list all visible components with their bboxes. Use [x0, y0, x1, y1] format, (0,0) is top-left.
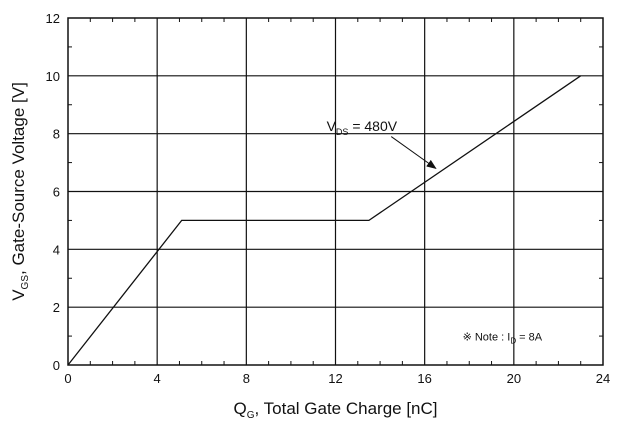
note-label: ※ Note : ID = 8A — [463, 331, 543, 345]
vds-annotation-label: VDS = 480V — [327, 118, 398, 137]
note-symbol: ※ — [463, 331, 472, 343]
y-tick-labels: 0 2 4 6 8 10 12 — [46, 11, 60, 373]
y-tick-label: 2 — [53, 300, 60, 315]
x-axis-label-rest: , Total Gate Charge [nC] — [255, 399, 438, 418]
y-tick-label: 4 — [53, 242, 60, 257]
gate-charge-curve — [67, 75, 582, 366]
x-tick-label: 20 — [507, 371, 521, 386]
y-tick-label: 8 — [53, 127, 60, 142]
x-tick-label: 4 — [154, 371, 161, 386]
x-tick-label: 24 — [596, 371, 610, 386]
y-axis-label-sub: GS — [20, 275, 31, 290]
y-axis-label-rest: , Gate-Source Voltage [V] — [9, 82, 28, 275]
note-sub: D — [510, 336, 516, 345]
x-tick-label: 12 — [328, 371, 342, 386]
grid-lines — [68, 18, 603, 365]
x-axis-label-main: Q — [233, 399, 246, 418]
x-tick-label: 16 — [417, 371, 431, 386]
vds-annotation-sub: DS — [336, 127, 349, 137]
vds-annotation-main: V — [327, 118, 337, 134]
vds-annotation-arrow — [390, 136, 437, 169]
y-axis-label: VGS, Gate-Source Voltage [V] — [9, 82, 31, 301]
vds-annotation-rest: = 480V — [348, 118, 397, 134]
x-tick-label: 8 — [243, 371, 250, 386]
y-tick-label: 6 — [53, 185, 60, 200]
series-layer — [67, 75, 582, 366]
y-tick-label: 12 — [46, 11, 60, 26]
plot-frame — [67, 17, 604, 366]
y-tick-label: 0 — [53, 358, 60, 373]
x-tick-label: 0 — [64, 371, 71, 386]
x-axis-label: QG, Total Gate Charge [nC] — [233, 399, 437, 421]
y-tick-label: 10 — [46, 69, 60, 84]
vds-annotation: VDS = 480V — [327, 118, 437, 169]
note-rest: = 8A — [516, 331, 543, 343]
note-main: Note : I — [472, 331, 511, 343]
y-axis-label-main: V — [9, 289, 28, 301]
x-tick-labels: 0 4 8 12 16 20 24 — [64, 371, 610, 386]
x-axis-label-sub: G — [247, 410, 255, 421]
